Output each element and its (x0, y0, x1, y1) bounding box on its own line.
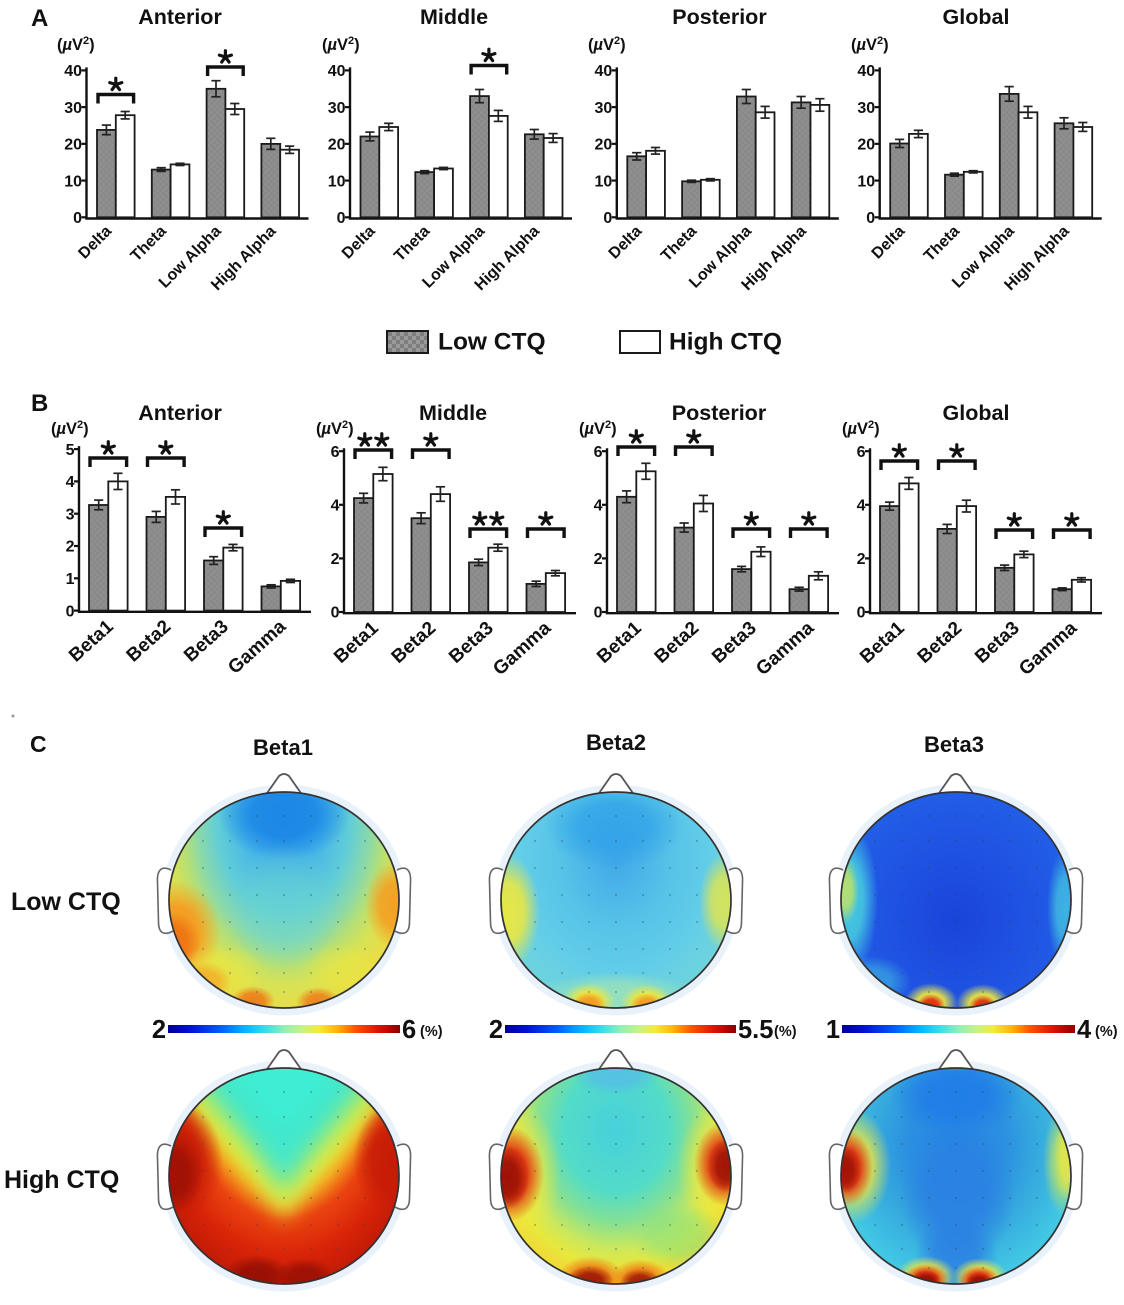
svg-text:A: A (31, 5, 48, 32)
svg-text:(µV2): (µV2) (579, 419, 617, 438)
svg-text:(µV2): (µV2) (57, 35, 95, 54)
svg-text:0: 0 (603, 210, 612, 227)
svg-text:B: B (31, 390, 48, 417)
svg-text:(%): (%) (1095, 1024, 1118, 1040)
svg-text:(µV2): (µV2) (842, 419, 880, 438)
svg-text:3: 3 (66, 506, 75, 523)
svg-text:6: 6 (331, 444, 340, 461)
svg-text:(µV2): (µV2) (588, 35, 626, 54)
svg-text:6: 6 (594, 444, 603, 461)
svg-text:2: 2 (66, 539, 75, 556)
svg-text:Beta3: Beta3 (924, 732, 984, 757)
svg-text:(%): (%) (420, 1024, 443, 1040)
svg-text:30: 30 (328, 100, 346, 117)
svg-text:6: 6 (857, 444, 866, 461)
svg-text:(µV2): (µV2) (316, 419, 354, 438)
svg-text:Middle: Middle (420, 5, 488, 29)
svg-text:Global: Global (943, 401, 1010, 425)
svg-text:40: 40 (328, 63, 346, 80)
svg-text:4: 4 (594, 498, 603, 515)
svg-text:1: 1 (66, 571, 75, 588)
svg-text:(%): (%) (774, 1024, 797, 1040)
svg-text:4: 4 (66, 474, 75, 491)
svg-text:4: 4 (1077, 1016, 1092, 1044)
svg-text:0: 0 (66, 603, 75, 620)
svg-text:10: 10 (595, 173, 613, 190)
svg-text:Posterior: Posterior (672, 401, 767, 425)
svg-text:2: 2 (152, 1016, 166, 1044)
svg-text:Global: Global (943, 5, 1010, 29)
svg-text:1: 1 (826, 1016, 840, 1044)
svg-text:20: 20 (857, 137, 875, 154)
svg-text:5: 5 (66, 442, 75, 459)
svg-text:High CTQ: High CTQ (669, 329, 782, 356)
svg-text:(µV2): (µV2) (322, 35, 360, 54)
svg-text:10: 10 (328, 173, 346, 190)
svg-text:2: 2 (331, 551, 340, 568)
svg-text:(µV2): (µV2) (851, 35, 889, 54)
svg-text:(µV2): (µV2) (51, 419, 89, 438)
svg-text:0: 0 (857, 605, 866, 622)
svg-text:0: 0 (331, 605, 340, 622)
svg-text:30: 30 (595, 100, 613, 117)
svg-text:Anterior: Anterior (138, 401, 222, 425)
svg-text:0: 0 (594, 605, 603, 622)
svg-text:30: 30 (64, 100, 82, 117)
svg-text:2: 2 (594, 551, 603, 568)
svg-text:20: 20 (595, 137, 613, 154)
svg-text:Middle: Middle (419, 401, 487, 425)
svg-text:4: 4 (331, 498, 340, 515)
svg-text:0: 0 (73, 210, 82, 227)
svg-text:Anterior: Anterior (138, 5, 222, 29)
svg-text:2: 2 (489, 1016, 503, 1044)
svg-text:Low CTQ: Low CTQ (11, 888, 121, 916)
svg-text:40: 40 (857, 63, 875, 80)
svg-text:20: 20 (64, 137, 82, 154)
svg-text:4: 4 (857, 498, 866, 515)
svg-text:C: C (30, 731, 47, 757)
svg-text:10: 10 (857, 173, 875, 190)
svg-text:Posterior: Posterior (672, 5, 767, 29)
svg-text:10: 10 (64, 173, 82, 190)
svg-text:0: 0 (866, 210, 875, 227)
svg-text:2: 2 (857, 551, 866, 568)
svg-text:5.5: 5.5 (738, 1016, 773, 1044)
svg-text:Beta2: Beta2 (586, 730, 646, 755)
svg-text:30: 30 (857, 100, 875, 117)
svg-text:0: 0 (337, 210, 346, 227)
svg-text:6: 6 (402, 1016, 416, 1044)
svg-text:40: 40 (595, 63, 613, 80)
svg-text:Low CTQ: Low CTQ (438, 329, 546, 356)
svg-text:High CTQ: High CTQ (4, 1166, 119, 1194)
svg-text:Beta1: Beta1 (253, 735, 313, 760)
svg-text:40: 40 (64, 63, 82, 80)
svg-text:20: 20 (328, 137, 346, 154)
